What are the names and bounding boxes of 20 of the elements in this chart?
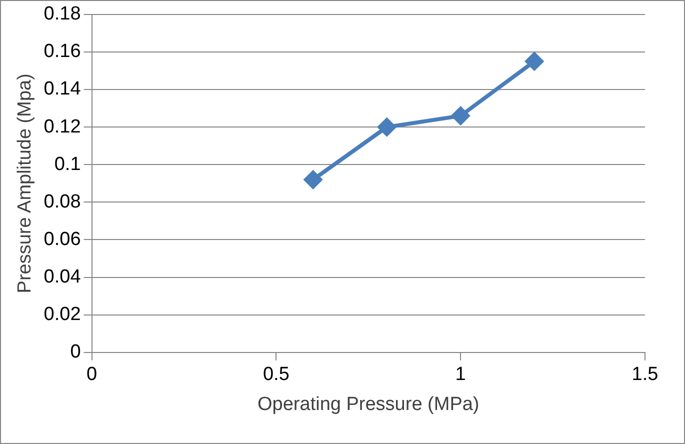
x-tick-label: 1 (455, 364, 466, 386)
point (452, 106, 470, 125)
y-tick-label: 0.16 (44, 41, 81, 62)
x-tick-label: 0 (86, 364, 98, 386)
point (304, 170, 322, 189)
point (525, 52, 544, 70)
y-tick-label: 0.04 (44, 266, 82, 288)
point (378, 118, 396, 136)
y-tick-label: 0.1 (54, 154, 81, 175)
y-axis-title: Pressure Amplitude (Mpa) (14, 74, 36, 294)
y-tick-label: 0.18 (44, 4, 81, 25)
x-tick-label: 0.5 (262, 364, 290, 386)
y-tick-label: 0.06 (44, 228, 81, 250)
y-tick-label: 0 (70, 342, 81, 363)
y-tick-label: 0.14 (44, 78, 82, 100)
x-axis-title: Operating Pressure (MPa) (258, 394, 480, 415)
y-tick-label: 0.08 (44, 191, 81, 212)
x-tick-label: 1.5 (632, 364, 658, 386)
y-tick-label: 0.12 (44, 116, 81, 138)
y-tick-label: 0.02 (44, 304, 81, 326)
